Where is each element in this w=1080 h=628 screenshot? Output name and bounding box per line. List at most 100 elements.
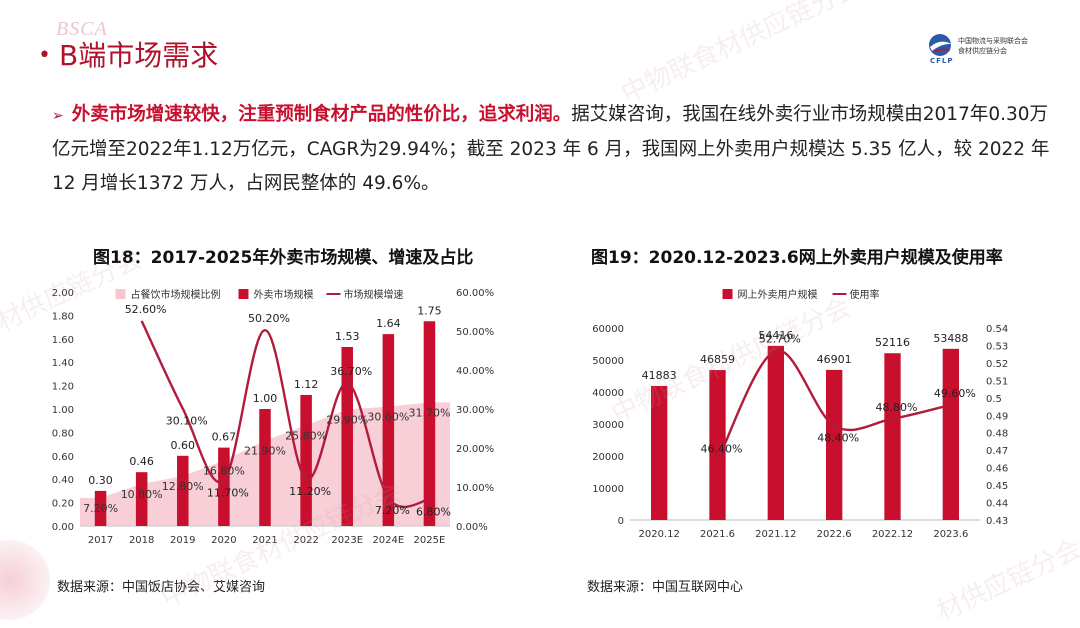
y2-tick-label: 60.00% [456, 288, 494, 299]
bar-value-label: 1.12 [294, 378, 319, 391]
y2-tick-label: 0.00% [456, 522, 488, 533]
y2-tick-label: 40.00% [456, 366, 494, 377]
x-tick-label: 2018 [129, 535, 154, 546]
x-tick-label: 2023E [331, 535, 363, 546]
page-title: • B端市场需求 [38, 34, 218, 74]
bar [218, 447, 230, 526]
line-value-label: 11.20% [289, 485, 331, 498]
figure19-chart: 0 10000 20000 30000 40000 50000 60000 0.43 0.44 0… [580, 280, 1020, 554]
legend-label: 使用率 [850, 288, 880, 301]
bar-value-label: 41883 [642, 369, 677, 382]
legend-swatch [722, 289, 733, 299]
y2-tick-label: 20.00% [456, 444, 494, 455]
bar [767, 345, 784, 520]
y-tick-label: 1.40 [52, 358, 74, 369]
x-tick-label: 2024E [372, 535, 404, 546]
bullet-dot-icon: • [38, 43, 51, 68]
y2-tick-label: 0.52 [986, 359, 1008, 370]
logo-line2: 食材供应链分会 [958, 47, 1007, 55]
figure19-title: 图19：2020.12-2023.6网上外卖用户规模及使用率 [591, 248, 1003, 268]
line-value-label: 7.20% [375, 504, 410, 517]
bar-value-label: 0.30 [88, 474, 113, 487]
legend-label: 市场规模增速 [344, 288, 404, 301]
legend-label: 占餐饮市场规模比例 [131, 288, 221, 301]
line-value-label: 52.70% [759, 333, 801, 346]
y-tick-label: 0.40 [52, 475, 74, 486]
bar-value-label: 0.46 [129, 455, 154, 468]
summary-highlight: 外卖市场增速较快，注重预制食材产品的性价比，追求利润。 [71, 104, 572, 125]
y2-tick-label: 0.45 [986, 481, 1008, 492]
area-value-label: 25.80% [285, 429, 327, 442]
summary-paragraph: ➢ 外卖市场增速较快，注重预制食材产品的性价比，追求利润。据艾媒咨询，我国在线外卖… [52, 98, 1052, 201]
cflp-logo: 中国物流与采购联合会 食材供应链分会 CFLP [926, 32, 1066, 68]
logo-org-name: 中国物流与采购联合会 食材供应链分会 [958, 36, 1028, 56]
y2-tick-label: 0.49 [986, 411, 1008, 422]
legend-label: 网上外卖用户规模 [738, 288, 818, 301]
y2-tick-label: 0.47 [986, 446, 1008, 457]
bar [884, 353, 901, 520]
bar [341, 346, 353, 526]
legend-label: 外卖市场规模 [254, 288, 314, 301]
bar-value-label: 1.75 [417, 304, 442, 317]
figure19-source: 数据来源：中国互联网中心 [587, 580, 744, 595]
y2-tick-label: 0.44 [986, 499, 1008, 510]
x-tick-label: 2022.12 [872, 529, 913, 540]
y-tick-label: 0.00 [52, 522, 74, 533]
bar [135, 472, 148, 526]
y-tick-label: 1.80 [52, 311, 74, 322]
y-tick-label: 0.20 [52, 499, 74, 510]
y2-tick-label: 30.00% [456, 405, 494, 416]
line-series [716, 349, 952, 462]
x-tick-label: 2023.6 [933, 529, 968, 540]
y2-tick-label: 0.43 [986, 516, 1008, 527]
area-value-label: 7.20% [83, 502, 118, 515]
bar-value-label: 0.67 [212, 431, 237, 444]
page-title-text: B端市场需求 [58, 39, 219, 72]
bar [942, 348, 959, 520]
figure18-title: 图18：2017-2025年外卖市场规模、增速及占比 [93, 248, 474, 268]
y2-tick-label: 0.53 [986, 341, 1008, 352]
bar-value-label: 46859 [700, 353, 735, 366]
area-value-label: 21.90% [244, 445, 286, 458]
x-tick-label: 2019 [170, 535, 195, 546]
line-value-label: 48.80% [876, 401, 918, 414]
bar [382, 334, 395, 526]
bar-value-label: 1.53 [335, 330, 360, 343]
y-tick-label: 40000 [592, 388, 624, 399]
y-tick-label: 10000 [592, 484, 624, 495]
area-value-label: 12.80% [162, 480, 204, 493]
bar [94, 490, 107, 526]
bar [259, 409, 271, 526]
bar-value-label: 54416 [758, 329, 793, 342]
line-value-label: 11.70% [207, 486, 249, 499]
line-value-label: 49.60% [934, 387, 976, 400]
y-tick-label: 0.60 [52, 452, 74, 463]
watermark: 中物联食材供应链分会 [616, 0, 866, 110]
bar [709, 370, 726, 520]
legend-swatch [115, 289, 126, 299]
area-value-label: 29.90% [326, 413, 368, 426]
x-tick-label: 2021.12 [755, 529, 796, 540]
globe-logo-icon [929, 34, 952, 56]
y-tick-label: 60000 [592, 324, 624, 335]
area-value-label: 10.80% [121, 488, 163, 501]
y-tick-label: 30000 [592, 420, 624, 431]
line-value-label: 36.70% [330, 365, 372, 378]
y-tick-label: 50000 [592, 356, 624, 367]
bar [651, 385, 668, 520]
area-value-label: 31.70% [408, 406, 450, 419]
x-tick-label: 2021.6 [700, 529, 735, 540]
logo-abbr: CFLP [930, 57, 954, 65]
line-value-label: 6.80% [416, 505, 451, 518]
line-value-label: 46.40% [701, 443, 743, 456]
line-value-label: 52.60% [125, 303, 167, 316]
y2-tick-label: 0.54 [986, 324, 1008, 335]
bar-value-label: 1.64 [376, 317, 401, 330]
y2-tick-label: 0.48 [986, 429, 1008, 440]
area-value-label: 16.80% [203, 464, 245, 477]
line-value-label: 30.10% [166, 415, 208, 428]
bar-value-label: 1.00 [253, 392, 278, 405]
figure19-svg: 0 10000 20000 30000 40000 50000 60000 0.43 0.44 0… [592, 288, 1008, 540]
x-tick-label: 2020 [211, 535, 236, 546]
